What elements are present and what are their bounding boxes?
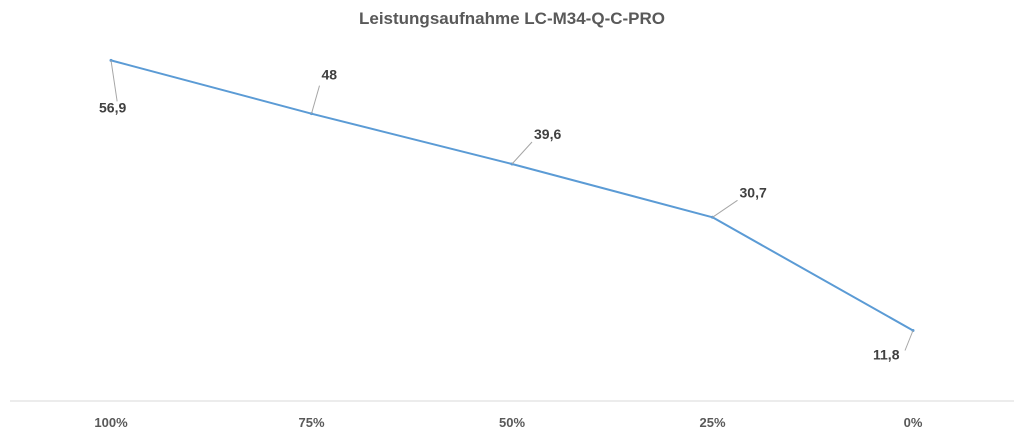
chart-title: Leistungsaufnahme LC-M34-Q-C-PRO (359, 9, 665, 28)
series-line (110, 59, 914, 332)
data-label-leader (712, 199, 738, 218)
x-axis-ticks: 100% 75% 50% 25% 0% (94, 415, 922, 430)
data-label: 56,9 (99, 99, 126, 115)
series-layer (109, 58, 915, 332)
x-tick-label: 0% (904, 415, 923, 430)
x-tick-label: 25% (699, 415, 725, 430)
data-label-leader (311, 85, 320, 114)
data-label: 39,6 (534, 126, 561, 142)
data-labels: 56,9 48 39,6 30,7 11,8 (99, 60, 914, 363)
data-label-leader (904, 330, 914, 351)
x-tick-label: 75% (298, 415, 324, 430)
data-label: 48 (322, 67, 338, 83)
x-tick-label: 100% (94, 415, 128, 430)
data-label-leader (511, 141, 533, 165)
data-label: 11,8 (873, 347, 900, 363)
x-tick-label: 50% (499, 415, 525, 430)
data-label: 30,7 (740, 184, 767, 200)
data-label-leader (110, 60, 118, 102)
